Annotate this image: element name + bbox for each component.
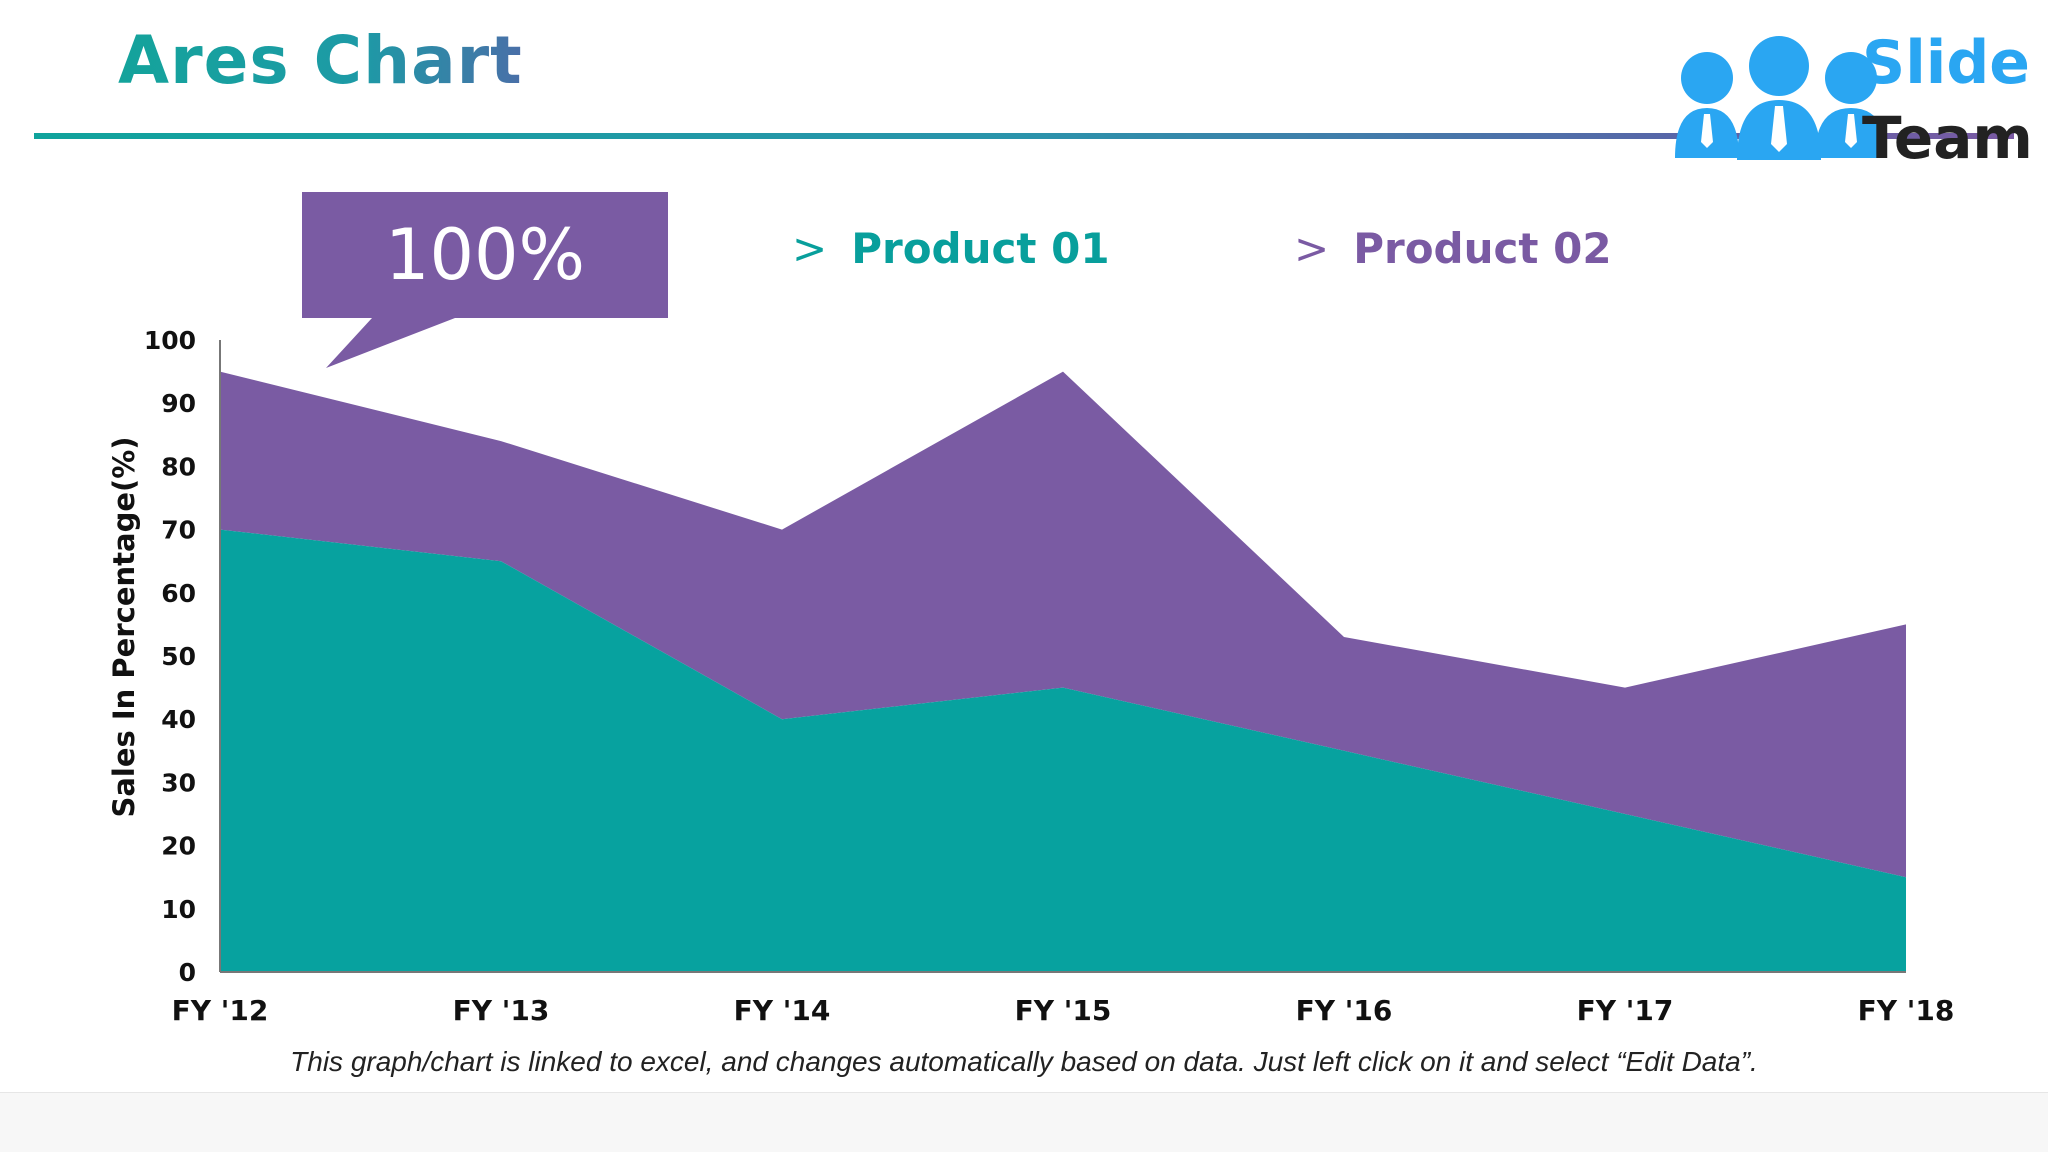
chevron-right-icon: > — [792, 224, 828, 273]
legend-label: Product 02 — [1353, 224, 1612, 273]
area-series-product-01[interactable] — [220, 529, 1906, 972]
area-series-product-02[interactable] — [220, 371, 1906, 878]
x-tick-label: FY '13 — [453, 994, 550, 1027]
y-tick-label: 70 — [161, 516, 196, 545]
x-tick-label: FY '16 — [1296, 994, 1393, 1027]
callout-value: 100% — [384, 214, 586, 296]
y-tick-label: 50 — [161, 642, 196, 671]
footer-bar — [0, 1092, 2048, 1152]
x-tick-label: FY '15 — [1015, 994, 1112, 1027]
y-tick-label: 100 — [144, 326, 196, 355]
legend-item-product-02: > Product 02 — [1294, 224, 1612, 273]
y-tick-labels: 0 10 20 30 40 50 60 70 80 90 100 — [144, 326, 196, 987]
legend-label: Product 01 — [851, 224, 1110, 273]
chart-axes — [219, 340, 1906, 973]
y-tick-label: 40 — [161, 705, 196, 734]
footnote: This graph/chart is linked to excel, and… — [290, 1046, 1758, 1077]
y-tick-label: 90 — [161, 389, 196, 418]
x-tick-label: FY '14 — [734, 994, 831, 1027]
y-tick-label: 80 — [161, 452, 196, 481]
y-axis-title: Sales In Percentage(%) — [107, 436, 141, 817]
chart-areas — [220, 371, 1906, 972]
y-tick-label: 0 — [179, 958, 196, 987]
header-divider — [34, 133, 2014, 139]
y-tick-label: 30 — [161, 768, 196, 797]
logo-wordmark-team: Team — [1862, 104, 2033, 172]
x-tick-label: FY '12 — [172, 994, 269, 1027]
x-tick-label: FY '18 — [1858, 994, 1955, 1027]
legend-item-product-01: > Product 01 — [792, 224, 1110, 273]
y-tick-label: 20 — [161, 832, 196, 861]
chevron-right-icon: > — [1294, 224, 1330, 273]
page-title: Ares Chart — [118, 22, 523, 99]
y-tick-label: 10 — [161, 895, 196, 924]
slideteam-logo-icon — [1675, 36, 1887, 160]
y-tick-label: 60 — [161, 579, 196, 608]
x-tick-labels: FY '12 FY '13 FY '14 FY '15 FY '16 FY '17 FY '… — [172, 994, 1955, 1027]
logo-wordmark-slide: Slide — [1862, 28, 2030, 98]
x-tick-label: FY '17 — [1577, 994, 1674, 1027]
